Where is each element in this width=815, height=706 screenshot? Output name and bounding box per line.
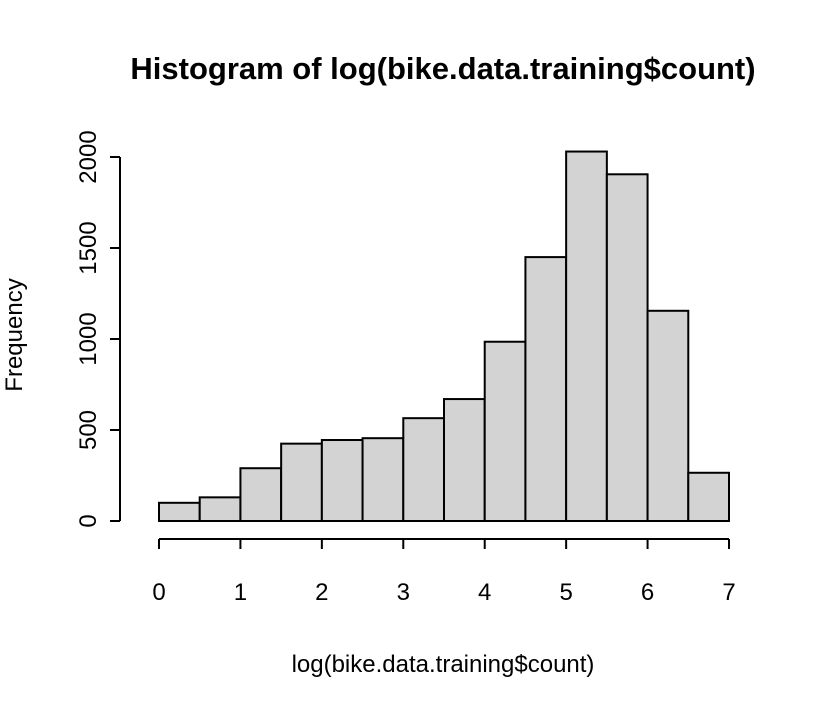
chart-title: Histogram of log(bike.data.training$coun…	[130, 51, 755, 86]
histogram-bar	[524, 256, 568, 522]
y-axis-label: Frequency	[1, 278, 28, 391]
x-axis-label: log(bike.data.training$count)	[292, 651, 595, 678]
y-tick-label: 500	[75, 410, 102, 450]
histogram-bar	[646, 309, 690, 523]
y-tick-label: 2000	[75, 130, 102, 183]
histogram-bar	[483, 340, 527, 523]
y-tick-label: 1000	[75, 312, 102, 365]
histogram-bar	[239, 467, 283, 522]
histogram-bar	[443, 398, 486, 522]
x-tick-label: 6	[641, 579, 654, 606]
x-axis: 0 1 2 3 4 5 6 7	[152, 538, 736, 606]
x-tick-label: 2	[315, 579, 328, 606]
histogram-bar	[198, 496, 242, 522]
y-tick-label: 1500	[75, 221, 102, 274]
x-tick-label: 3	[397, 579, 410, 606]
histogram-bar	[280, 442, 323, 522]
x-tick-label: 0	[152, 579, 165, 606]
y-axis: 0 500 1000 1500 2000	[75, 130, 121, 528]
x-tick-label: 1	[234, 579, 247, 606]
histogram-bar	[565, 150, 608, 522]
histogram-bar	[605, 173, 649, 522]
histogram-bar	[361, 437, 405, 522]
x-tick-label: 4	[478, 579, 491, 606]
histogram-bar	[687, 471, 730, 522]
histogram-bar	[158, 501, 201, 522]
y-tick-label: 0	[75, 514, 102, 527]
x-tick-label: 7	[722, 579, 735, 606]
histogram-bar	[320, 439, 364, 523]
x-tick-label: 5	[559, 579, 572, 606]
histogram-bars	[158, 150, 730, 523]
histogram-bar	[402, 417, 445, 523]
